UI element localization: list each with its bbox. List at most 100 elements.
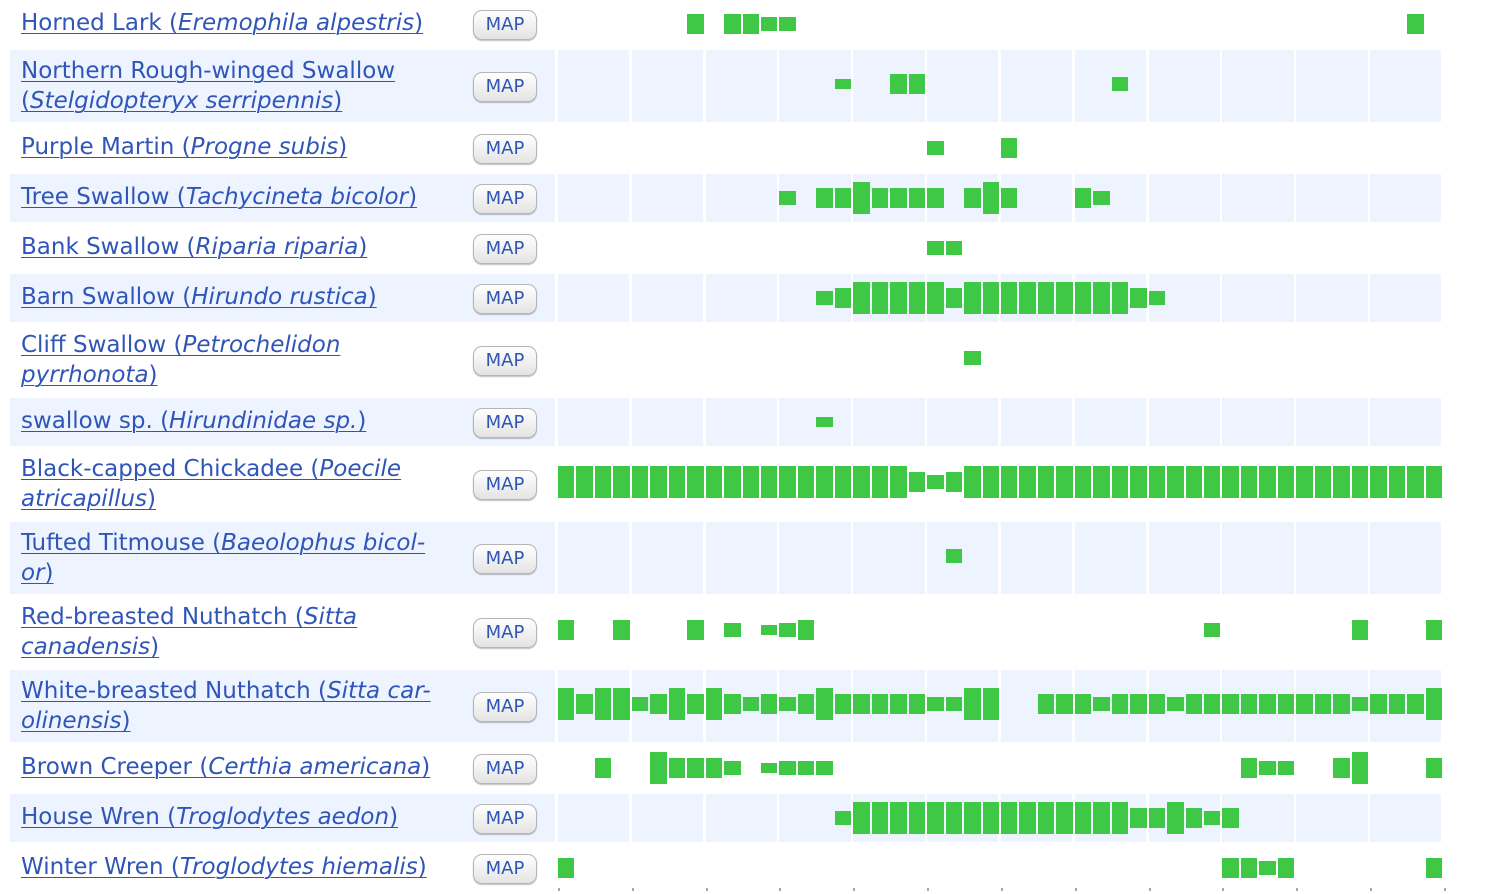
map-button[interactable]: MAP (473, 184, 537, 214)
month-column (1370, 0, 1441, 48)
frequency-bar (982, 282, 999, 314)
species-link-red-breasted-nuthatch[interactable]: Red-breasted Nuthatch (Sitta canadensis) (21, 604, 357, 660)
frequency-bar (890, 802, 907, 834)
frequency-chart (558, 522, 1444, 594)
frequency-bar (1148, 291, 1166, 305)
map-button[interactable]: MAP (473, 234, 537, 264)
species-link-white-breasted-nuthatch[interactable]: White-breasted Nuthatch (Sitta car-oline… (21, 678, 431, 734)
map-button[interactable]: MAP (473, 346, 537, 376)
species-link-tufted-titmouse[interactable]: Tufted Titmouse (Baeolophus bicol-or) (21, 530, 426, 586)
frequency-bar (1074, 694, 1092, 714)
map-button[interactable]: MAP (473, 72, 537, 102)
frequency-bar (1240, 758, 1258, 778)
month-column (558, 124, 629, 172)
scientific-name: Hirundinidae sp. (169, 408, 358, 434)
species-link-barn-swallow[interactable]: Barn Swallow (Hirundo rustica) (21, 284, 377, 310)
map-button[interactable]: MAP (473, 754, 537, 784)
frequency-bar (1019, 802, 1036, 834)
map-button[interactable]: MAP (473, 692, 537, 722)
species-link-brown-creeper[interactable]: Brown Creeper (Certhia americana) (21, 754, 431, 780)
map-button[interactable]: MAP (473, 804, 537, 834)
month-column (558, 324, 629, 396)
frequency-bar (1425, 758, 1442, 778)
month-column (779, 398, 851, 446)
map-button[interactable]: MAP (473, 544, 537, 574)
month-column (779, 224, 850, 272)
map-button[interactable]: MAP (473, 284, 537, 314)
frequency-bar (576, 694, 593, 714)
month-column (706, 324, 777, 396)
frequency-bar (724, 466, 741, 498)
month-column (1222, 0, 1293, 48)
map-button[interactable]: MAP (473, 134, 537, 164)
species-link-tree-swallow[interactable]: Tree Swallow (Tachycineta bicolor) (21, 184, 418, 210)
axis-tick (853, 888, 856, 891)
month-column (558, 398, 630, 446)
scientific-name: Riparia riparia (195, 234, 359, 260)
frequency-chart (558, 124, 1444, 172)
map-button[interactable]: MAP (473, 470, 537, 500)
frequency-bar (779, 697, 796, 711)
frequency-bar (631, 466, 649, 498)
month-column (927, 744, 998, 792)
frequency-bar (1056, 802, 1073, 834)
month-column (1296, 844, 1367, 892)
species-link-bank-swallow[interactable]: Bank Swallow (Riparia riparia) (21, 234, 368, 260)
common-name: Tufted Titmouse ( (21, 530, 222, 556)
species-row: Red-breasted Nuthatch (Sitta canadensis)… (10, 596, 1444, 668)
frequency-bar (742, 14, 760, 34)
species-link-swallow-sp[interactable]: swallow sp. (Hirundinidae sp.) (21, 408, 367, 434)
frequency-bar (853, 694, 870, 714)
frequency-bar (1093, 697, 1110, 711)
frequency-bar (1019, 282, 1036, 314)
frequency-bar (1056, 466, 1073, 498)
month-column (631, 794, 704, 842)
frequency-bar (1000, 802, 1018, 834)
frequency-chart (558, 744, 1444, 792)
month-column (927, 522, 999, 594)
month-column (927, 0, 998, 48)
scientific-name: Sitta car- (327, 678, 431, 704)
frequency-bar (1130, 808, 1147, 828)
frequency-bar (982, 688, 999, 720)
species-name-cell: Purple Martin (Progne subis) MAP (10, 124, 555, 172)
frequency-bar (1093, 191, 1110, 205)
scientific-name: Hirundo rustica (191, 284, 368, 310)
month-column (631, 50, 704, 122)
species-link-winter-wren[interactable]: Winter Wren (Troglodytes hiemalis) (21, 854, 427, 880)
axis-tick (705, 888, 708, 891)
axis-tick (1370, 888, 1373, 891)
month-column (558, 50, 630, 122)
frequency-bar (761, 466, 778, 498)
map-button[interactable]: MAP (473, 618, 537, 648)
month-column (631, 398, 704, 446)
frequency-chart (558, 324, 1444, 396)
species-link-purple-martin[interactable]: Purple Martin (Progne subis) (21, 134, 348, 160)
species-name-cell: Horned Lark (Eremophila alpestris) MAP (10, 0, 555, 48)
species-link-house-wren[interactable]: House Wren (Troglodytes aedon) (21, 804, 399, 830)
scientific-name-cont: olinensis (21, 708, 122, 734)
month-column (1001, 596, 1072, 668)
month-column (1148, 174, 1220, 222)
frequency-bar (1370, 466, 1387, 498)
frequency-bar (797, 694, 815, 714)
map-button[interactable]: MAP (473, 854, 537, 884)
species-name-cell: Black-capped Chickadee (Poecile atricapi… (10, 448, 555, 520)
axis-tick (1074, 888, 1077, 891)
frequency-bar (945, 549, 963, 563)
species-name-cell: swallow sp. (Hirundinidae sp.) MAP (10, 398, 555, 446)
species-link-black-capped-chickadee[interactable]: Black-capped Chickadee (Poecile atricapi… (21, 456, 402, 512)
month-column (1370, 50, 1442, 122)
map-button[interactable]: MAP (473, 10, 537, 40)
frequency-bar (594, 758, 612, 778)
month-column (1370, 522, 1442, 594)
frequency-bar (834, 694, 852, 714)
bottom-axis-ticks (0, 888, 1486, 894)
species-link-cliff-swallow[interactable]: Cliff Swallow (Petrochelidon pyrrhonota) (21, 332, 341, 388)
map-button[interactable]: MAP (473, 408, 537, 438)
species-link-horned-lark[interactable]: Horned Lark (Eremophila alpestris) (21, 10, 424, 36)
frequency-bar (761, 17, 778, 31)
frequency-bar (1056, 694, 1073, 714)
species-link-northern-rough-winged-swallow[interactable]: Northern Rough-winged Swallow (Stelgidop… (21, 58, 396, 114)
month-column (1001, 744, 1072, 792)
